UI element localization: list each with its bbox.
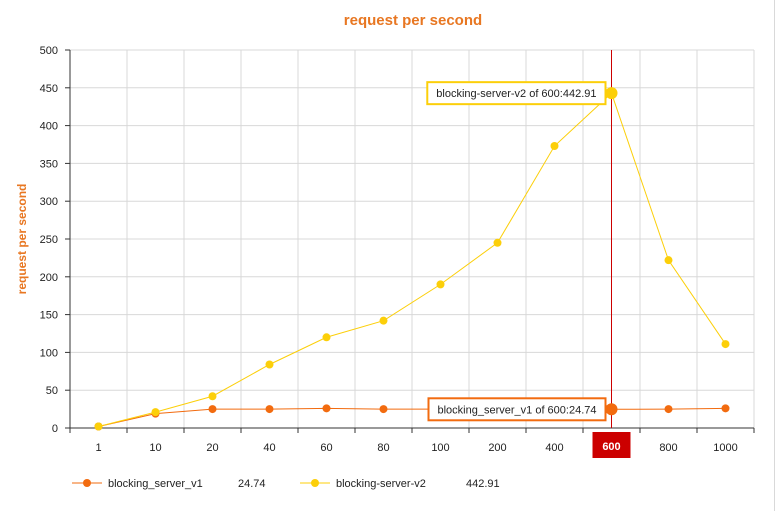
x-tick-label: 800 bbox=[659, 442, 677, 454]
axes bbox=[65, 49, 755, 433]
legend-marker bbox=[83, 479, 91, 487]
legend-marker bbox=[311, 479, 319, 487]
data-point bbox=[721, 340, 730, 349]
data-point bbox=[94, 422, 103, 431]
frame-edge bbox=[774, 0, 775, 511]
y-tick-label: 300 bbox=[40, 196, 58, 208]
grid bbox=[69, 49, 755, 429]
x-tick-label: 20 bbox=[206, 442, 218, 454]
data-point bbox=[265, 405, 274, 414]
data-point bbox=[721, 404, 730, 413]
x-tick-label: 200 bbox=[488, 442, 506, 454]
x-tick-label: 60 bbox=[320, 442, 332, 454]
x-tick-label: 1000 bbox=[713, 442, 737, 454]
y-tick-label: 100 bbox=[40, 347, 58, 359]
chart-title: request per second bbox=[344, 12, 482, 29]
data-point bbox=[664, 256, 673, 265]
tooltip-text: blocking-server-v2 of 600:442.91 bbox=[436, 88, 596, 100]
data-point bbox=[208, 405, 217, 414]
data-point bbox=[550, 142, 559, 151]
x-tick-labels: 1 10 20 40 60 80 100 200 400 600 800 1000 bbox=[95, 432, 738, 458]
x-tick-label: 10 bbox=[149, 442, 161, 454]
x-tick-label: 1 bbox=[95, 442, 101, 454]
y-tick-label: 0 bbox=[52, 423, 58, 435]
tooltip-arrow bbox=[605, 404, 612, 415]
tooltip-arrow bbox=[605, 88, 612, 99]
x-tick-label: 400 bbox=[545, 442, 563, 454]
legend: blocking_server_v1 24.74 blocking-server-v… bbox=[72, 478, 500, 490]
data-point bbox=[493, 238, 502, 247]
y-tick-labels: 0 50 100 150 200 250 300 350 400 450 500 bbox=[40, 45, 58, 435]
x-tick-label-highlighted: 600 bbox=[602, 441, 620, 453]
y-tick-label: 150 bbox=[40, 310, 58, 322]
legend-series-value: 24.74 bbox=[238, 478, 266, 490]
y-axis-label: request per second bbox=[15, 184, 29, 295]
y-tick-label: 500 bbox=[40, 45, 58, 57]
series-line bbox=[98, 407, 726, 427]
y-tick-label: 450 bbox=[40, 83, 58, 95]
y-tick-label: 350 bbox=[40, 158, 58, 170]
data-point bbox=[322, 404, 331, 413]
y-tick-label: 50 bbox=[46, 385, 58, 397]
legend-series-value: 442.91 bbox=[466, 478, 500, 490]
x-tick-label: 40 bbox=[263, 442, 275, 454]
x-tick-label: 100 bbox=[431, 442, 449, 454]
x-tick-label: 80 bbox=[377, 442, 389, 454]
legend-series-name: blocking_server_v1 bbox=[108, 478, 203, 490]
data-point bbox=[151, 408, 160, 417]
data-point bbox=[379, 316, 388, 325]
y-tick-label: 400 bbox=[40, 121, 58, 133]
data-point bbox=[322, 333, 331, 342]
highlight-x-badge bbox=[592, 432, 631, 458]
data-point bbox=[265, 360, 274, 369]
series-line bbox=[98, 92, 726, 427]
data-point bbox=[664, 405, 673, 414]
data-point bbox=[379, 405, 388, 414]
y-tick-label: 200 bbox=[40, 272, 58, 284]
data-point bbox=[436, 280, 445, 289]
legend-series-name: blocking-server-v2 bbox=[336, 478, 426, 490]
tooltip-text: blocking_server_v1 of 600:24.74 bbox=[438, 404, 597, 416]
tooltip-layer: blocking-server-v2 of 600:442.91 blocking… bbox=[426, 81, 612, 422]
y-tick-label: 250 bbox=[40, 234, 58, 246]
data-point bbox=[208, 392, 217, 401]
